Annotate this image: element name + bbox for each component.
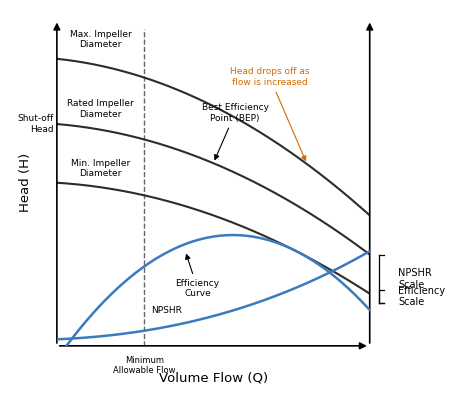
- Text: Minimum
Allowable Flow: Minimum Allowable Flow: [113, 356, 176, 375]
- Text: Volume Flow (Q): Volume Flow (Q): [159, 372, 268, 385]
- Text: NPSHR: NPSHR: [151, 306, 182, 315]
- Text: Max. Impeller
Diameter: Max. Impeller Diameter: [70, 30, 132, 49]
- Text: Efficiency
Scale: Efficiency Scale: [398, 286, 445, 307]
- Text: Shut-off
Head: Shut-off Head: [18, 114, 54, 134]
- Text: Min. Impeller
Diameter: Min. Impeller Diameter: [71, 159, 130, 178]
- Text: Rated Impeller
Diameter: Rated Impeller Diameter: [67, 99, 134, 119]
- Text: Best Efficiency
Point (BEP): Best Efficiency Point (BEP): [202, 103, 269, 160]
- Text: Head (H): Head (H): [19, 153, 32, 212]
- Text: Head drops off as
flow is increased: Head drops off as flow is increased: [230, 68, 310, 160]
- Text: NPSHR
Scale: NPSHR Scale: [398, 268, 432, 290]
- Text: Efficiency
Curve: Efficiency Curve: [175, 255, 220, 298]
